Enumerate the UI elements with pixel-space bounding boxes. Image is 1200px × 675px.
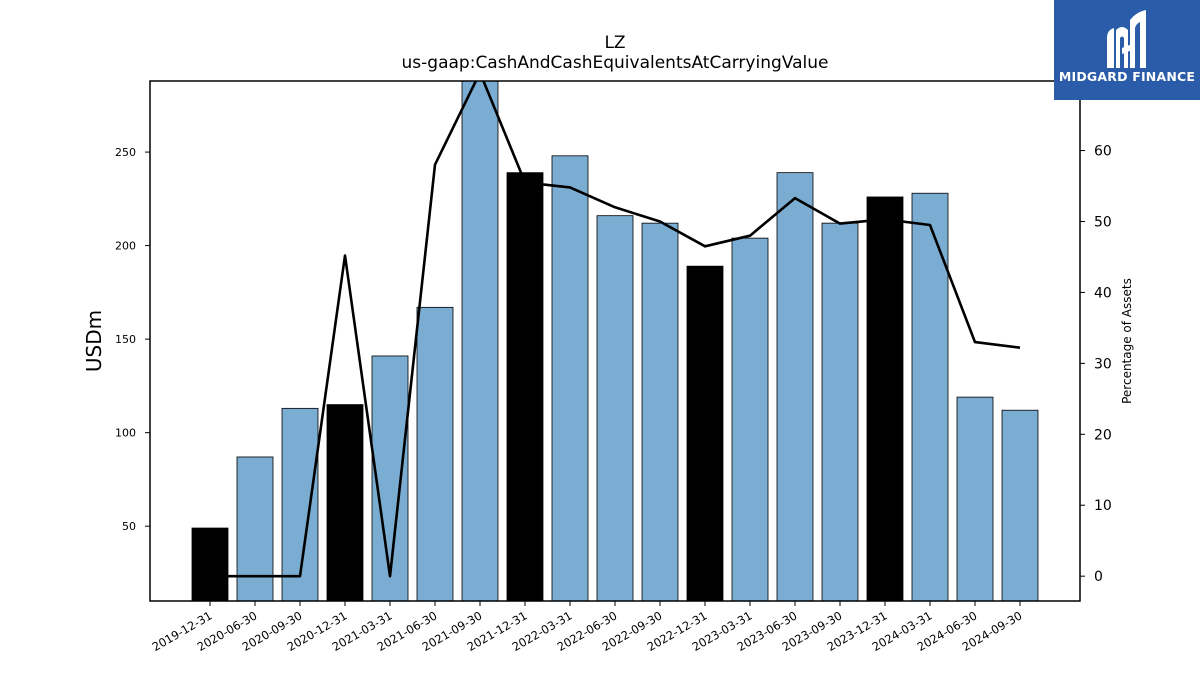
bar-2023-06-30: [776, 172, 814, 602]
y-tick-label: 150: [115, 333, 136, 346]
line-percentage-of-assets: [210, 81, 1021, 578]
bar-2020-12-31: [326, 404, 364, 602]
y2-tick-label: 50: [1094, 214, 1112, 230]
bar-2021-12-31: [506, 172, 544, 602]
y2-tick-label: 30: [1094, 356, 1112, 372]
bar-2024-06-30: [956, 396, 994, 602]
line-group: [210, 81, 1021, 578]
y-axis: 50 100 150 200 250: [115, 146, 150, 533]
bar-2022-06-30: [596, 215, 634, 602]
bar-2023-12-31: [866, 196, 904, 602]
bar-2019-12-31: [191, 527, 229, 602]
chart-subtitle: us-gaap:CashAndCashEquivalentsAtCarrying…: [402, 53, 829, 73]
y2-tick-label: 20: [1094, 427, 1112, 443]
bar-2021-06-30: [416, 306, 454, 602]
bar-2021-09-30: [461, 80, 499, 602]
y2-tick-label: 60: [1094, 144, 1112, 160]
y-tick-label: 50: [122, 520, 136, 533]
x-axis: 2019-12-312020-06-302020-09-302020-12-31…: [150, 601, 1025, 654]
bar-2021-03-31: [371, 355, 409, 602]
y-tick-label: 100: [115, 427, 136, 440]
bars-group: [191, 80, 1039, 602]
bar-2022-12-31: [686, 265, 724, 602]
y-tick-label: 250: [115, 146, 136, 159]
bar-2023-09-30: [821, 222, 859, 602]
bar-2022-09-30: [641, 222, 679, 602]
logo-text: MIDGARD FINANCE: [1058, 69, 1196, 84]
bar-2023-03-31: [731, 237, 769, 602]
y2-axis-label: Percentage of Assets: [1120, 278, 1134, 404]
y2-tick-label: 0: [1094, 569, 1103, 585]
bar-2020-06-30: [236, 456, 274, 602]
bar-2024-03-31: [911, 192, 949, 602]
y2-tick-label: 10: [1094, 498, 1112, 514]
midgard-finance-logo: MIDGARD FINANCE: [1054, 0, 1200, 100]
y-axis-label: USDm: [82, 310, 106, 372]
y-tick-label: 200: [115, 240, 136, 253]
bar-2022-03-31: [551, 155, 589, 602]
bar-2024-09-30: [1001, 409, 1039, 602]
y2-axis: 0 10 20 30 40 50 60: [1080, 144, 1112, 585]
y2-tick-label: 40: [1094, 285, 1112, 301]
chart-title: LZ: [604, 33, 625, 53]
logo-mark-icon: [1107, 10, 1146, 68]
